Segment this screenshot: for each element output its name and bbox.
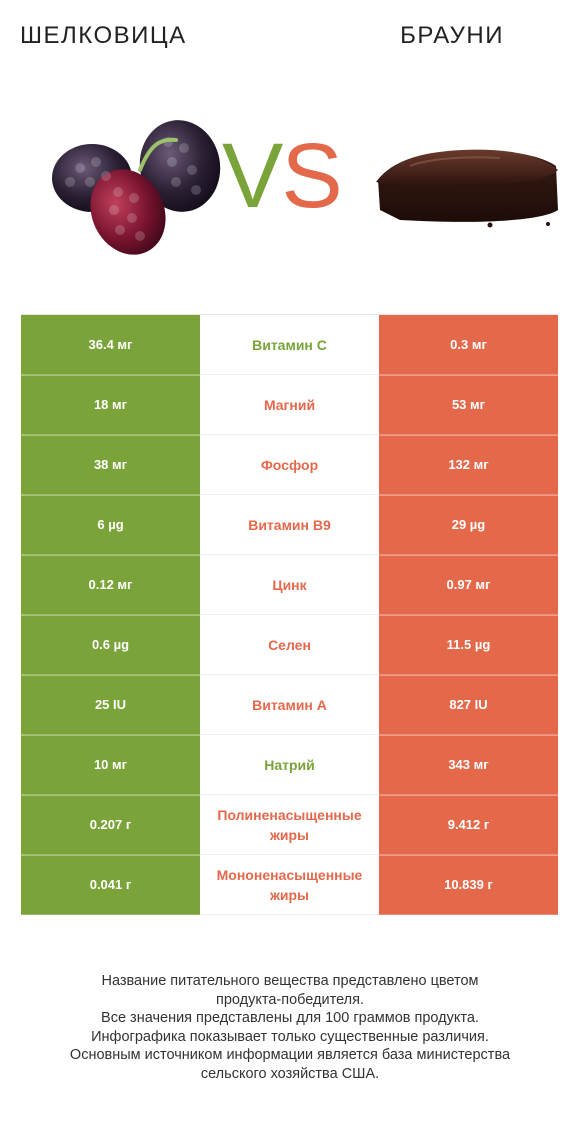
- table-row: 10 мг Натрий 343 мг: [21, 735, 558, 795]
- table-row: 18 мг Магний 53 мг: [21, 375, 558, 435]
- right-value: 11.5 µg: [379, 615, 558, 675]
- right-value: 827 IU: [379, 675, 558, 735]
- left-value: 0.6 µg: [21, 615, 200, 675]
- nutrient-name: Магний: [200, 375, 379, 435]
- right-value: 53 мг: [379, 375, 558, 435]
- nutrient-name: Селен: [200, 615, 379, 675]
- left-value: 38 мг: [21, 435, 200, 495]
- product-images: [52, 120, 558, 255]
- left-product-title: ШЕЛКОВИЦА: [20, 22, 187, 49]
- footer-line: Инфографика показывает только существенн…: [91, 1028, 489, 1045]
- footer-line: сельского хозяйства США.: [200, 1065, 380, 1082]
- left-value: 25 IU: [21, 675, 200, 735]
- table-row: 36.4 мг Витамин C 0.3 мг: [21, 315, 558, 375]
- vs-letter-v: V: [222, 125, 283, 227]
- table-row: 38 мг Фосфор 132 мг: [21, 435, 558, 495]
- nutrient-name: Цинк: [200, 555, 379, 615]
- table-row: 0.041 г Мононенасыщенные жиры 10.839 г: [21, 855, 558, 915]
- nutrient-name: Витамин A: [200, 675, 379, 735]
- right-product-title: БРАУНИ: [400, 22, 504, 49]
- table-row: 25 IU Витамин A 827 IU: [21, 675, 558, 735]
- comparison-table: 36.4 мг Витамин C 0.3 мг 18 мг Магний 53 мг 38…: [21, 314, 558, 915]
- vs-logo: VS: [222, 130, 343, 222]
- left-value: 0.207 г: [21, 795, 200, 855]
- left-value: 10 мг: [21, 735, 200, 795]
- table-row: 0.6 µg Селен 11.5 µg: [21, 615, 558, 675]
- nutrient-name: Витамин B9: [200, 495, 379, 555]
- right-value: 343 мг: [379, 735, 558, 795]
- left-value: 36.4 мг: [21, 315, 200, 375]
- footer-line: Название питательного вещества представл…: [101, 973, 479, 989]
- nutrient-name: Мононенасыщенные жиры: [200, 855, 379, 915]
- left-value: 0.041 г: [21, 855, 200, 915]
- right-value: 10.839 г: [379, 855, 558, 915]
- footer-line: Основным источником информации является …: [69, 1047, 511, 1063]
- right-value: 29 µg: [379, 495, 558, 555]
- right-value: 9.412 г: [379, 795, 558, 855]
- footer-line: продукта-победителя.: [215, 991, 365, 1008]
- right-value: 132 мг: [379, 435, 558, 495]
- left-value: 18 мг: [21, 375, 200, 435]
- table-row: 0.207 г Полиненасыщенные жиры 9.412 г: [21, 795, 558, 855]
- mulberry-image: [52, 120, 221, 255]
- vs-letter-s: S: [281, 125, 342, 227]
- left-value: 0.12 мг: [21, 555, 200, 615]
- nutrient-name: Натрий: [200, 735, 379, 795]
- table-row: 0.12 мг Цинк 0.97 мг: [21, 555, 558, 615]
- table-row: 6 µg Витамин B9 29 µg: [21, 495, 558, 555]
- nutrient-name: Полиненасыщенные жиры: [200, 795, 379, 855]
- brownie-image: [376, 149, 558, 228]
- footer-notes: Название питательного вещества представл…: [20, 972, 560, 1083]
- left-value: 6 µg: [21, 495, 200, 555]
- footer-line: Все значения представлены для 100 граммо…: [101, 1010, 479, 1026]
- nutrient-name: Витамин C: [200, 315, 379, 375]
- right-value: 0.3 мг: [379, 315, 558, 375]
- nutrient-name: Фосфор: [200, 435, 379, 495]
- right-value: 0.97 мг: [379, 555, 558, 615]
